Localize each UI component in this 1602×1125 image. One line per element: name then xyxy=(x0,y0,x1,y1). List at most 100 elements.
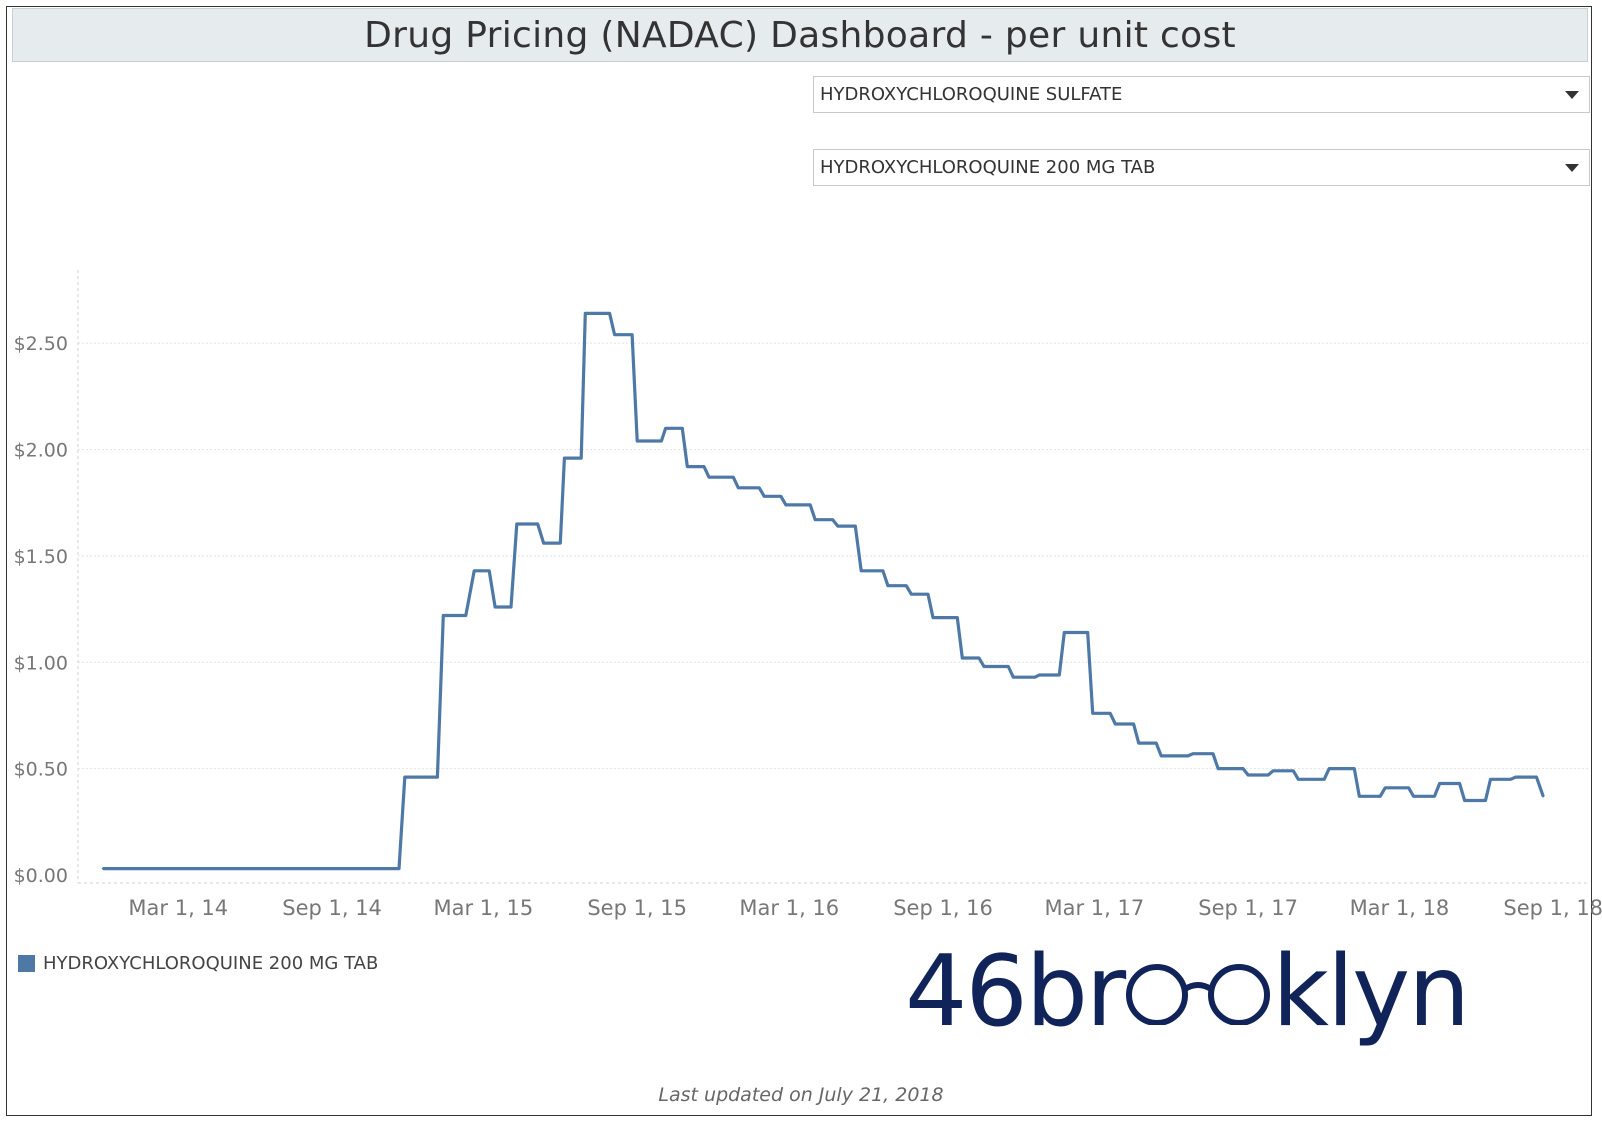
product-dropdown[interactable]: HYDROXYCHLOROQUINE 200 MG TAB xyxy=(813,149,1590,186)
x-tick-label: Sep 1, 17 xyxy=(1198,896,1298,920)
data-point xyxy=(101,867,105,870)
data-point xyxy=(707,476,711,479)
data-point xyxy=(664,427,667,430)
data-point xyxy=(515,522,518,526)
x-tick-label: Mar 1, 14 xyxy=(128,896,228,920)
data-point xyxy=(732,476,735,479)
chevron-down-icon[interactable] xyxy=(1555,77,1589,112)
data-point xyxy=(1484,799,1487,802)
dashboard-title: Drug Pricing (NADAC) Dashboard - per uni… xyxy=(12,8,1588,62)
data-point xyxy=(961,656,964,660)
data-point xyxy=(1038,673,1041,677)
data-point xyxy=(436,775,439,779)
series-line xyxy=(103,311,1545,871)
data-point xyxy=(926,593,930,596)
data-point xyxy=(473,569,476,572)
data-point xyxy=(1091,712,1094,715)
data-point xyxy=(1063,631,1066,634)
data-point xyxy=(1241,767,1245,770)
data-point xyxy=(1186,754,1190,758)
data-point xyxy=(580,456,583,460)
data-point xyxy=(1514,775,1517,779)
data-point xyxy=(1438,782,1441,785)
legend-swatch xyxy=(18,955,35,972)
x-tick-label: Mar 1, 15 xyxy=(434,896,534,920)
y-tick-label: $0.50 xyxy=(14,759,68,781)
data-point xyxy=(1323,778,1326,781)
data-point xyxy=(177,867,180,870)
data-point xyxy=(330,867,334,870)
data-point xyxy=(784,503,788,507)
data-point xyxy=(1114,722,1117,726)
data-point xyxy=(1353,767,1356,770)
data-point xyxy=(1007,665,1010,668)
data-point xyxy=(982,665,986,668)
data-point xyxy=(1211,752,1215,755)
y-tick-label: $2.00 xyxy=(14,440,68,462)
data-point xyxy=(681,427,684,430)
data-point xyxy=(488,569,491,572)
y-tick-label: $2.50 xyxy=(14,333,68,355)
x-tick-label: Sep 1, 18 xyxy=(1503,896,1602,920)
data-point xyxy=(758,486,761,489)
data-point xyxy=(886,584,890,587)
data-point xyxy=(860,569,863,572)
data-point xyxy=(608,312,611,315)
x-tick-label: Mar 1, 16 xyxy=(739,896,839,920)
data-point xyxy=(1160,754,1163,758)
data-point xyxy=(1216,767,1220,770)
glasses-icon xyxy=(1126,964,1271,1025)
data-point xyxy=(779,495,783,498)
data-point xyxy=(1267,773,1270,777)
price-line-chart: Mar 1, 14 Sep 1, 14 Mar 1, 15 Sep 1, 15 Mar … xyxy=(14,270,1602,920)
data-point xyxy=(1489,778,1492,781)
data-point xyxy=(905,584,908,587)
data-point xyxy=(493,605,497,609)
data-point xyxy=(559,541,562,545)
x-tick-label: Mar 1, 18 xyxy=(1350,896,1450,920)
data-point xyxy=(831,518,834,521)
data-point xyxy=(464,614,467,617)
data-point xyxy=(1012,676,1015,679)
data-point xyxy=(1086,631,1089,634)
data-point xyxy=(279,867,282,870)
y-tick-label: $0.00 xyxy=(14,865,68,887)
data-point xyxy=(1137,741,1140,745)
drug-name-dropdown[interactable]: HYDROXYCHLOROQUINE SULFATE xyxy=(813,76,1590,113)
data-point xyxy=(1292,769,1295,772)
data-point xyxy=(228,867,231,870)
data-point xyxy=(660,439,663,443)
data-point xyxy=(686,465,689,468)
data-point xyxy=(956,616,959,619)
data-point xyxy=(910,593,913,596)
data-point xyxy=(636,439,639,443)
legend-label: HYDROXYCHLOROQUINE 200 MG TAB xyxy=(43,953,379,974)
data-point xyxy=(509,605,513,609)
data-point xyxy=(1358,795,1361,798)
data-point xyxy=(127,867,131,870)
data-point xyxy=(931,616,935,619)
data-point xyxy=(403,775,406,779)
data-point xyxy=(1542,795,1545,798)
brand-logo: 46br klyn xyxy=(905,943,1470,1041)
data-point xyxy=(702,465,706,468)
data-point xyxy=(1384,786,1387,789)
data-point xyxy=(381,867,385,870)
data-point xyxy=(1272,769,1275,772)
data-point xyxy=(763,495,766,498)
data-point xyxy=(397,867,401,870)
data-point xyxy=(977,656,981,660)
data-point xyxy=(1463,799,1466,802)
product-value: HYDROXYCHLOROQUINE 200 MG TAB xyxy=(820,157,1156,178)
x-tick-label: Mar 1, 17 xyxy=(1044,896,1144,920)
chevron-down-icon[interactable] xyxy=(1555,150,1589,185)
data-point xyxy=(1058,673,1061,677)
x-tick-label: Sep 1, 16 xyxy=(893,896,993,920)
drug-name-value: HYDROXYCHLOROQUINE SULFATE xyxy=(820,84,1123,105)
data-point xyxy=(630,333,634,336)
data-point xyxy=(563,456,566,460)
data-point xyxy=(442,614,445,617)
data-point xyxy=(1433,795,1436,798)
data-point xyxy=(737,486,740,489)
data-point xyxy=(1509,778,1512,781)
